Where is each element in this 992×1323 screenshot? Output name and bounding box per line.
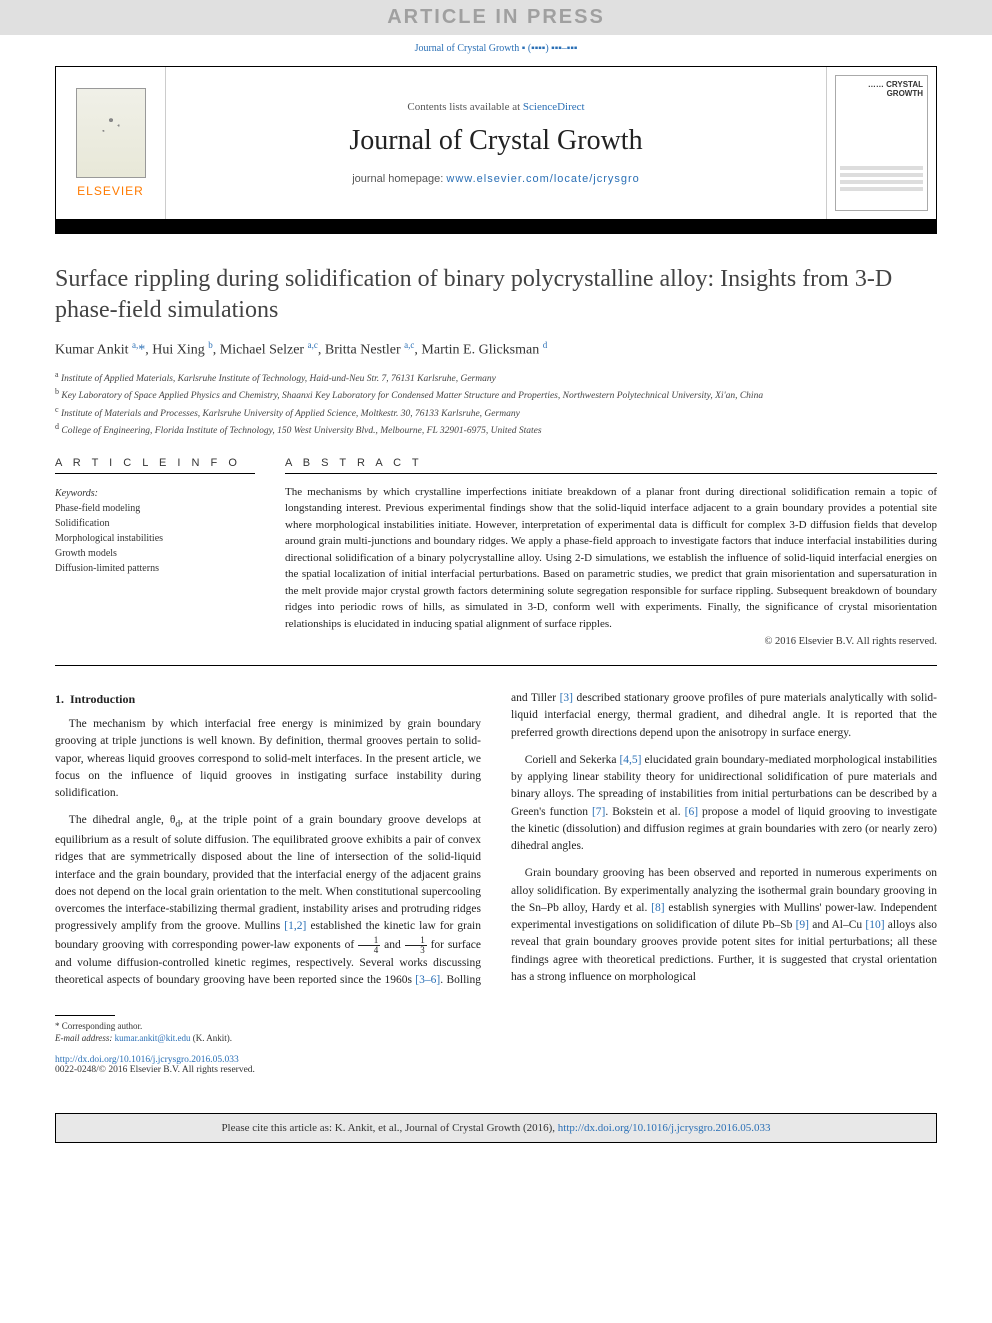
para-4: Coriell and Sekerka [4,5] elucidated gra… [511,752,937,856]
para-1: The mechanism by which interfacial free … [55,716,481,802]
author-2: Hui Xing [152,343,205,358]
elsevier-text: ELSEVIER [77,184,144,198]
frac-1-3: 13 [405,936,427,955]
keyword-3: Morphological instabilities [55,531,255,546]
frac-1-4: 14 [358,936,380,955]
author-4: Britta Nestler [325,343,401,358]
cite-8[interactable]: [8] [651,902,664,914]
author-5: Martin E. Glicksman [421,343,539,358]
author-5-aff: d [543,340,548,350]
abstract-heading: A B S T R A C T [285,457,937,469]
affiliation-b: b Key Laboratory of Space Applied Physic… [55,386,937,403]
homepage-prefix: journal homepage: [352,173,446,185]
keywords-label: Keywords: [55,488,255,499]
corresponding-star[interactable]: * [138,343,145,358]
cite-doi-link[interactable]: http://dx.doi.org/10.1016/j.jcrysgro.201… [558,1122,771,1134]
footnote-block: * Corresponding author. E-mail address: … [55,1020,937,1045]
doi-block: http://dx.doi.org/10.1016/j.jcrysgro.201… [55,1055,937,1075]
cite-3[interactable]: [3] [560,692,573,704]
cite-7[interactable]: [7] [592,806,605,818]
contents-lists-line: Contents lists available at ScienceDirec… [186,101,806,113]
affiliation-c: c Institute of Materials and Processes, … [55,404,937,421]
affiliation-d: d College of Engineering, Florida Instit… [55,421,937,438]
author-2-aff: b [208,340,213,350]
cite-9[interactable]: [9] [796,919,809,931]
article-info-heading: A R T I C L E I N F O [55,457,255,469]
issn-copyright: 0022-0248/© 2016 Elsevier B.V. All right… [55,1065,937,1075]
cite-10[interactable]: [10] [865,919,884,931]
journal-cover-thumb: …… CRYSTAL GROWTH [826,67,936,219]
footnote-rule [55,1015,115,1016]
cite-prefix: Please cite this article as: K. Ankit, e… [221,1122,557,1134]
cite-1-2[interactable]: [1,2] [284,920,306,932]
article-in-press-banner: ARTICLE IN PRESS [0,0,992,35]
cover-title-1: …… CRYSTAL [840,80,923,89]
corresponding-author: * Corresponding author. [55,1020,937,1033]
keyword-1: Phase-field modeling [55,501,255,516]
sciencedirect-link[interactable]: ScienceDirect [523,101,585,113]
author-4-aff: a,c [404,340,414,350]
email-line: E-mail address: kumar.ankit@kit.edu (K. … [55,1032,937,1045]
keyword-4: Growth models [55,546,255,561]
header-black-bar [55,220,937,234]
section-1-heading: 1. Introduction [55,690,481,708]
cite-6[interactable]: [6] [685,806,698,818]
email-link[interactable]: kumar.ankit@kit.edu [115,1033,191,1043]
author-1: Kumar Ankit [55,343,129,358]
cover-decoration [840,166,923,206]
author-3-aff: a,c [308,340,318,350]
abstract-column: A B S T R A C T The mechanisms by which … [285,457,937,648]
abstract-text: The mechanisms by which crystalline impe… [285,484,937,633]
cite-4-5[interactable]: [4,5] [619,754,641,766]
para-5: Grain boundary grooving has been observe… [511,865,937,986]
article-info-column: A R T I C L E I N F O Keywords: Phase-fi… [55,457,255,648]
please-cite-box: Please cite this article as: K. Ankit, e… [55,1113,937,1143]
homepage-line: journal homepage: www.elsevier.com/locat… [186,173,806,185]
journal-ref-line: Journal of Crystal Growth ▪ (▪▪▪▪) ▪▪▪–▪… [0,35,992,66]
keywords-list: Phase-field modeling Solidification Morp… [55,501,255,576]
affiliations: a Institute of Applied Materials, Karlsr… [55,369,937,439]
journal-name: Journal of Crystal Growth [186,125,806,157]
contents-prefix: Contents lists available at [407,101,522,113]
elsevier-logo: ELSEVIER [56,67,166,219]
elsevier-tree-icon [76,88,146,178]
abstract-copyright: © 2016 Elsevier B.V. All rights reserved… [285,636,937,647]
section-divider [55,665,937,666]
doi-link[interactable]: http://dx.doi.org/10.1016/j.jcrysgro.201… [55,1055,239,1065]
keyword-2: Solidification [55,516,255,531]
homepage-link[interactable]: www.elsevier.com/locate/jcrysgro [446,173,639,185]
authors-line: Kumar Ankit a,*, Hui Xing b, Michael Sel… [55,340,937,359]
body-two-column: 1. Introduction The mechanism by which i… [55,690,937,992]
keyword-5: Diffusion-limited patterns [55,561,255,576]
affiliation-a: a Institute of Applied Materials, Karlsr… [55,369,937,386]
journal-header-box: ELSEVIER Contents lists available at Sci… [55,66,937,220]
author-3: Michael Selzer [220,343,304,358]
cite-3-6[interactable]: [3–6] [415,974,440,986]
article-title: Surface rippling during solidification o… [55,264,937,326]
cover-title-2: GROWTH [840,89,923,98]
